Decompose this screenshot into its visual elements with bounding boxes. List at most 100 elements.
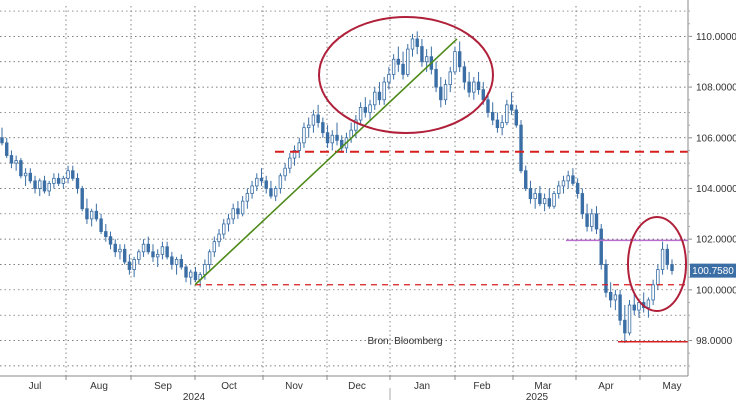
candle: [212, 236, 217, 257]
grid-lines: [0, 6, 688, 376]
price-candles: [0, 31, 674, 344]
candle: [226, 213, 231, 232]
x-tick-label: Oct: [221, 381, 237, 392]
candle: [288, 152, 292, 174]
candle: [165, 241, 169, 260]
candle: [184, 264, 188, 283]
candle: [373, 87, 377, 110]
candle: [108, 231, 113, 250]
x-tick-label: Feb: [473, 381, 491, 392]
candle: [302, 122, 306, 148]
candle: [646, 297, 651, 318]
candle: [56, 173, 61, 186]
x-tick-label: Jan: [414, 381, 430, 392]
candle: [420, 38, 424, 67]
candle: [104, 223, 108, 242]
y-tick-label: 110.0000: [696, 32, 736, 43]
candle: [462, 61, 467, 90]
x-tick-label: Aug: [90, 381, 108, 392]
highlight-ellipse-peak: [318, 16, 494, 134]
candle: [524, 165, 528, 191]
candle: [316, 104, 320, 128]
candle: [585, 203, 589, 232]
candle: [533, 188, 537, 209]
candle: [19, 158, 23, 179]
candle: [552, 191, 556, 209]
candle: [113, 239, 117, 257]
candle: [613, 289, 618, 311]
candle: [231, 203, 235, 224]
x-tick-label: Mar: [534, 381, 552, 392]
candle: [269, 180, 273, 199]
candle: [495, 112, 500, 133]
candle: [245, 188, 250, 209]
candle: [590, 208, 594, 232]
candle: [627, 299, 632, 336]
candle: [0, 127, 4, 146]
x-year-label: 2025: [526, 392, 549, 402]
candle: [368, 99, 372, 121]
technical-annotations: [194, 16, 688, 343]
candle: [207, 249, 212, 270]
candle: [222, 218, 226, 240]
source-note: Bron: Bloomberg: [367, 336, 442, 347]
candle: [453, 46, 457, 75]
candle: [391, 54, 396, 80]
candle: [118, 244, 122, 260]
candle: [146, 236, 150, 255]
highlight-ellipse-recent: [627, 216, 687, 312]
candle: [594, 206, 599, 235]
candle: [557, 180, 561, 199]
candle: [297, 137, 301, 159]
candle: [179, 254, 183, 270]
x-year-label: 2024: [183, 392, 206, 402]
candle: [401, 51, 405, 80]
candle: [151, 244, 155, 262]
candle: [66, 165, 70, 184]
candle: [608, 282, 613, 308]
x-tick-label: Jul: [29, 381, 42, 392]
candle: [259, 168, 264, 186]
candle: [193, 267, 198, 283]
y-tick-label: 100.0000: [696, 285, 736, 296]
y-tick-label: 108.0000: [696, 83, 736, 94]
candle: [23, 168, 28, 186]
candle: [387, 66, 391, 90]
candle: [528, 180, 533, 204]
candle: [618, 289, 622, 326]
candle: [255, 173, 259, 191]
candle: [665, 244, 669, 270]
candle: [137, 249, 141, 265]
candle: [28, 168, 33, 184]
candle: [632, 292, 636, 316]
candle: [656, 264, 660, 290]
candle: [439, 76, 443, 108]
candle: [170, 251, 174, 270]
candle: [509, 92, 514, 115]
y-tick-label: 104.0000: [696, 184, 736, 195]
candle: [278, 173, 283, 194]
candle: [99, 213, 103, 235]
candle: [571, 168, 575, 186]
x-tick-label: Sep: [154, 381, 172, 392]
candle: [410, 33, 415, 57]
candle: [325, 125, 330, 148]
candle: [5, 137, 9, 159]
candle: [641, 292, 646, 313]
x-tick-label: Apr: [598, 381, 614, 392]
candle: [538, 185, 542, 207]
candle: [292, 145, 297, 166]
candle: [75, 173, 80, 194]
candle: [542, 193, 547, 212]
x-axis: Jul Aug Sep Oct Nov Dec Jan Feb Mar Apr May 2024 202…: [0, 375, 688, 402]
candle: [505, 99, 509, 126]
candle: [217, 229, 221, 247]
candle: [71, 165, 75, 181]
candle: [623, 305, 627, 344]
x-tick-label: May: [663, 381, 682, 392]
candle: [467, 71, 471, 98]
candle: [94, 203, 99, 222]
y-tick-label: 98.0000: [696, 336, 733, 347]
candle: [240, 196, 245, 217]
candle: [14, 155, 18, 171]
